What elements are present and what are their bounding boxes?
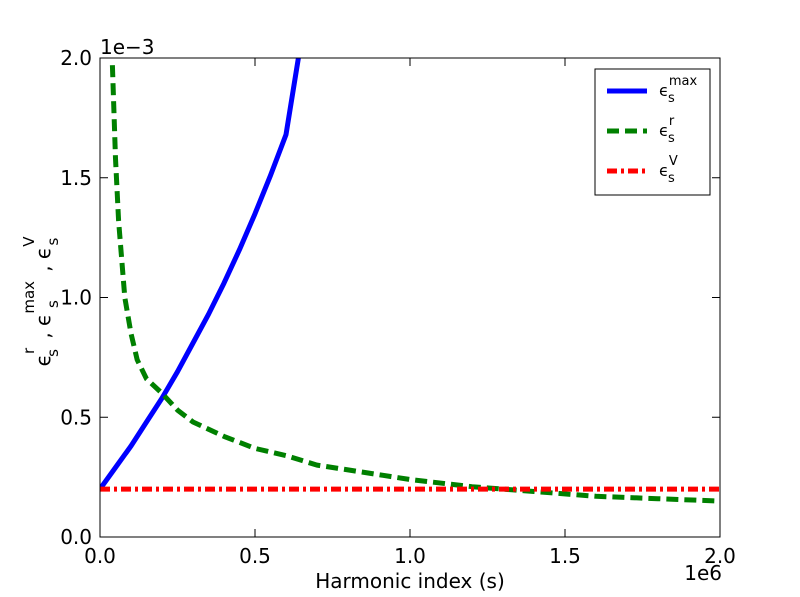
legend-entry-0: ϵmax s (659, 74, 697, 106)
y-tick-label: 2.0 (60, 46, 92, 70)
y-axis-label-text: ϵr s , ϵmax s , ϵV s (20, 234, 62, 367)
ticks-layer: 0.0 0.5 1.0 1.5 2.0 0.0 0.5 1.0 1.5 2.0 (60, 46, 736, 568)
y-axis-label: ϵr s , ϵmax s , ϵV s (20, 234, 62, 367)
x-tick-label: 1.5 (549, 544, 581, 568)
y-label-superscript: max (20, 281, 38, 314)
y-label-subscript: s (44, 300, 62, 308)
x-tick-label: 2.0 (704, 544, 736, 568)
legend-entry-2: ϵV s (659, 154, 678, 186)
y-label-spacer (31, 234, 55, 238)
y-label-symbol: ϵ (31, 314, 55, 326)
x-tick-label: 1.0 (394, 544, 426, 568)
plot-frame (99, 57, 721, 538)
y-tick-label: 1.5 (60, 166, 92, 190)
y-tick-label: 1.0 (60, 286, 92, 310)
y-offset-text: 1e−3 (100, 35, 155, 59)
y-label-subscript: s (44, 237, 62, 245)
x-axis-label: Harmonic index (s) (315, 569, 505, 593)
y-label-superscript: r (20, 347, 38, 354)
y-tick-label: 0.0 (60, 525, 92, 549)
y-tick-label: 0.5 (60, 405, 92, 429)
y-label-separator: , (31, 326, 55, 345)
x-offset-text: 1e6 (684, 561, 722, 585)
y-label-separator: , (31, 259, 55, 278)
y-label-symbol: ϵ (31, 354, 55, 366)
series-line-0 (100, 58, 301, 491)
x-tick-label: 0.5 (239, 544, 271, 568)
y-label-subscript: s (44, 349, 62, 357)
legend: ϵmax s ϵr s ϵV s (594, 68, 711, 196)
x-tick-label: 0.0 (84, 544, 116, 568)
series-layer (100, 58, 720, 504)
legend-entry-1: ϵr s (659, 114, 675, 146)
y-label-symbol: ϵ (31, 247, 55, 259)
y-label-superscript: V (20, 236, 38, 247)
